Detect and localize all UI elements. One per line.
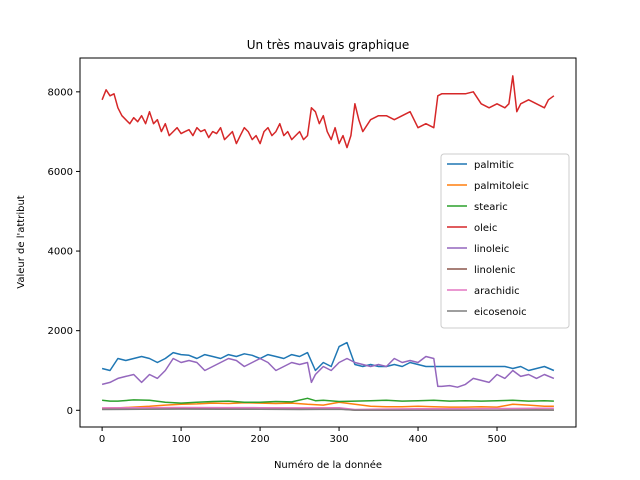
x-tick-label: 500 xyxy=(487,434,506,445)
x-axis-ticks: 0 100 200 300 400 500 xyxy=(99,427,507,445)
y-tick-label: 2000 xyxy=(48,326,73,337)
legend-label-eicosenoic: eicosenoic xyxy=(474,307,527,318)
legend-label-palmitic: palmitic xyxy=(474,160,514,171)
legend: palmitic palmitoleic stearic oleic linoleic l… xyxy=(440,153,570,329)
series-line-palmitic xyxy=(101,341,555,372)
legend-label-oleic: oleic xyxy=(474,223,497,234)
y-tick-label: 8000 xyxy=(48,87,73,98)
legend-label-stearic: stearic xyxy=(474,202,508,213)
x-tick-label: 400 xyxy=(408,434,427,445)
legend-box xyxy=(440,153,570,329)
series-lines xyxy=(101,75,555,411)
y-tick-label: 6000 xyxy=(48,167,73,178)
series-line-eicosenoic xyxy=(102,408,554,411)
y-axis-ticks: 0 2000 4000 6000 8000 xyxy=(48,87,80,417)
y-axis-label: Valeur de l'attribut xyxy=(16,195,27,289)
legend-label-palmitoleic: palmitoleic xyxy=(474,181,529,192)
y-tick-label: 0 xyxy=(67,406,73,417)
legend-label-linoleic: linoleic xyxy=(474,244,509,255)
series-line-stearic xyxy=(102,397,554,404)
series-line-arachidic xyxy=(102,406,554,411)
x-tick-label: 0 xyxy=(99,434,105,445)
x-axis-label: Numéro de la donnée xyxy=(274,459,382,471)
series-line-linoleic xyxy=(101,355,555,388)
legend-label-arachidic: arachidic xyxy=(474,286,520,297)
y-tick-label: 4000 xyxy=(48,247,73,258)
series-line-oleic xyxy=(101,75,555,149)
chart-title: Un très mauvais graphique xyxy=(247,38,410,52)
series-line-palmitoleic xyxy=(102,401,554,410)
plot-frame xyxy=(79,57,577,428)
x-tick-label: 100 xyxy=(172,434,191,445)
legend-label-linolenic: linolenic xyxy=(474,265,516,276)
x-tick-label: 200 xyxy=(251,434,270,445)
x-tick-label: 300 xyxy=(330,434,349,445)
